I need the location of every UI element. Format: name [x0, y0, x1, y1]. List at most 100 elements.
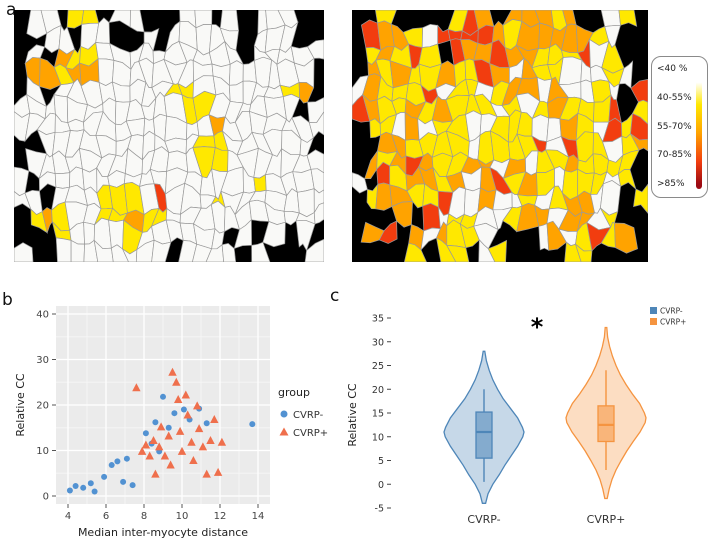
y-tick-label: 0 [378, 480, 384, 491]
myocyte-cell [633, 183, 648, 214]
legend-label: CVRP- [660, 307, 683, 316]
scatter-point-cvrp-pos [174, 395, 183, 404]
myocyte-cell [121, 248, 138, 262]
legend-label: CVRP+ [293, 428, 328, 439]
panel-a-label: a [6, 0, 17, 20]
legend-swatch [650, 307, 657, 314]
myocyte-cell [574, 243, 593, 262]
myocyte-cell [614, 222, 638, 254]
myocyte-cell [421, 23, 439, 48]
myocyte-cell [83, 221, 95, 245]
box [597, 405, 615, 443]
y-tick-label: 20 [372, 385, 384, 396]
scatter-point-cvrp-pos [175, 426, 185, 435]
myocyte-cell [478, 239, 496, 262]
myocyte-cell [304, 238, 324, 262]
scatter-point-cvrp-neg [87, 480, 94, 487]
scatter-point-cvrp-neg [91, 488, 98, 495]
myocyte-cell [378, 220, 398, 244]
scatter-point-cvrp-neg [171, 410, 178, 417]
scatter-point-cvrp-pos [181, 390, 190, 399]
scatter-point-cvrp-neg [120, 478, 127, 485]
myocyte-cell [600, 180, 621, 216]
colorbar-gradient [695, 65, 702, 189]
x-tick-label: 14 [252, 511, 265, 522]
colorbar-label: 40-55% [657, 92, 692, 103]
scatter-point-cvrp-pos [145, 451, 154, 460]
myocyte-cell [14, 242, 34, 262]
scatter-point-cvrp-neg [165, 424, 172, 431]
category-label: CVRP+ [587, 513, 626, 526]
colorbar-legend: <40 % 40-55% 55-70% 70-85% >85% [651, 56, 708, 198]
scatter-point-cvrp-pos [151, 469, 160, 478]
x-tick-label: 6 [103, 511, 109, 522]
legend-marker-circle [280, 410, 288, 418]
scatter-point-cvrp-neg [152, 419, 159, 426]
myocyte-cell [564, 241, 582, 262]
myocyte-cell [296, 188, 315, 218]
y-axis-label: Relative CC [346, 383, 359, 447]
colorbar-label: >85% [657, 179, 685, 189]
legend-title: group [278, 386, 310, 399]
significance-star: * [531, 313, 544, 341]
y-tick-label: 10 [372, 432, 384, 443]
scatter-point-cvrp-neg [72, 482, 79, 489]
scatter-point-cvrp-pos [160, 451, 170, 460]
scatter-point-cvrp-neg [249, 421, 256, 428]
myocyte-cell [54, 172, 71, 189]
scatter-point-cvrp-pos [202, 469, 211, 478]
scatter-point-cvrp-neg [129, 482, 136, 489]
colorbar-label: 70-85% [657, 150, 692, 161]
scatter-point-cvrp-neg [80, 484, 87, 491]
colorbar-label: <40 % [657, 64, 688, 74]
myocyte-cell [600, 10, 621, 27]
scatter-point-cvrp-pos [213, 467, 223, 476]
myocyte-cell [70, 239, 85, 262]
colorbar-label: 55-70% [657, 121, 692, 132]
myocyte-cell [108, 219, 124, 250]
scatter-point-cvrp-pos [168, 367, 177, 376]
x-tick-label: 4 [65, 511, 71, 522]
myocyte-cell [151, 239, 172, 262]
myocyte-cell [97, 58, 115, 86]
myocyte-cell [477, 24, 495, 46]
myocyte-cell [446, 245, 470, 262]
scatter-point-cvrp-pos [149, 435, 158, 444]
voronoi-map-right [352, 10, 648, 262]
myocyte-cell [81, 10, 100, 25]
scatter-point-cvrp-pos [206, 435, 215, 444]
scatter-point-cvrp-pos [198, 442, 208, 451]
myocyte-cell [404, 242, 427, 262]
scatter-plot: 4 6 8 10 12 14 0 10 20 30 40 Median inter-myocyte d… [14, 306, 328, 539]
scatter-point-cvrp-neg [114, 458, 121, 465]
legend-swatch [650, 318, 657, 325]
scatter-point-cvrp-pos [132, 383, 141, 392]
scatter-point-cvrp-neg [66, 487, 73, 494]
scatter-point-cvrp-pos [141, 440, 151, 449]
myocyte-cell [251, 241, 271, 262]
myocyte-cell [135, 239, 155, 262]
scatter-point-cvrp-neg [101, 473, 108, 480]
scatter-point-cvrp-pos [183, 410, 192, 419]
myocyte-cell [178, 240, 198, 262]
scatter-point-cvrp-neg [203, 420, 210, 427]
myocyte-cell [93, 239, 114, 262]
myocyte-cell [375, 182, 393, 211]
y-axis-label: Relative CC [14, 373, 27, 437]
y-tick-label: 10 [36, 446, 49, 457]
myocyte-cell [436, 237, 457, 262]
myocyte-cell [221, 243, 237, 262]
scatter-point-cvrp-pos [187, 437, 196, 446]
myocyte-cell [487, 239, 507, 262]
myocyte-cell [219, 10, 239, 32]
y-tick-label: 40 [36, 310, 49, 321]
scatter-point-cvrp-pos [166, 460, 175, 469]
category-label: CVRP- [467, 513, 500, 526]
scatter-point-cvrp-neg [180, 406, 187, 413]
scatter-point-cvrp-neg [160, 393, 166, 400]
y-tick-label: 0 [43, 492, 49, 503]
myocyte-cell [192, 243, 213, 262]
myocyte-cell [418, 43, 442, 68]
scatter-point-cvrp-pos [172, 377, 181, 386]
